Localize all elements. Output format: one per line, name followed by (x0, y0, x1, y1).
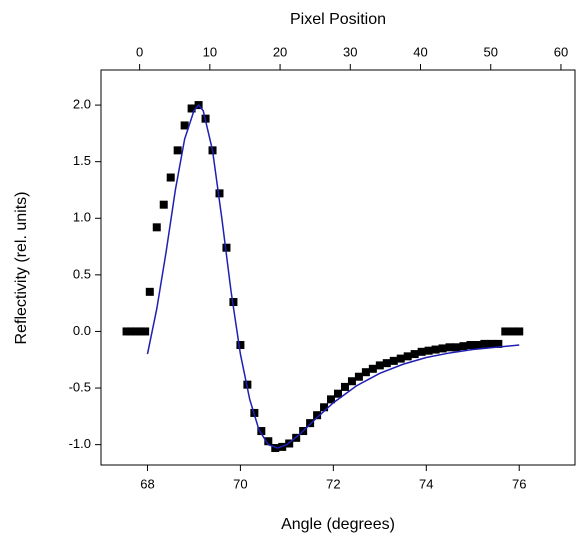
data-point (264, 437, 273, 446)
data-point (375, 361, 384, 370)
data-point (306, 419, 315, 428)
data-point (320, 403, 329, 412)
data-point (136, 327, 145, 336)
data-point (131, 327, 140, 336)
x2-axis-label: Pixel Position (290, 11, 386, 28)
x2-tick-label: 30 (343, 44, 357, 59)
data-point (354, 372, 363, 381)
data-point (396, 354, 405, 363)
y-axis-label: Reflectivity (rel. units) (13, 192, 30, 345)
fit-line (146, 103, 520, 449)
data-point (417, 347, 426, 356)
y-tick-label: 2.0 (73, 97, 91, 112)
data-point (347, 377, 356, 386)
data-point (361, 368, 370, 377)
data-point (445, 343, 454, 352)
x-tick-label: 72 (326, 476, 340, 491)
data-point (334, 389, 342, 398)
data-point (389, 356, 398, 365)
x-tick-label: 68 (140, 476, 154, 491)
data-point (180, 121, 189, 130)
x-tick-label: 76 (512, 476, 526, 491)
data-point (222, 243, 231, 252)
data-point (236, 341, 245, 350)
data-point (340, 382, 349, 391)
y-tick-label: 1.0 (73, 210, 91, 225)
data-point (508, 327, 517, 336)
data-point (501, 327, 510, 336)
data-point (438, 344, 447, 353)
data-point (271, 444, 280, 453)
y-tick-label: -1.0 (69, 436, 91, 451)
plot-frame (100, 69, 576, 466)
data-point (327, 395, 336, 404)
data-point (145, 287, 154, 296)
data-point (141, 327, 150, 336)
data-point (487, 339, 496, 348)
data-point (229, 298, 238, 307)
data-point (473, 341, 482, 350)
data-point (515, 327, 524, 336)
x-tick-label: 70 (233, 476, 247, 491)
data-point (187, 104, 196, 113)
x2-tick-label: 50 (483, 44, 497, 59)
y-tick-label: 1.5 (73, 153, 91, 168)
data-point (494, 339, 503, 348)
data-point (403, 352, 412, 361)
data-point (459, 342, 468, 351)
x2-tick-label: 60 (554, 44, 568, 59)
data-point (452, 343, 461, 352)
data-point (466, 341, 475, 350)
x-tick-label: 74 (419, 476, 433, 491)
x2-tick-label: 20 (273, 44, 287, 59)
data-point (313, 411, 322, 420)
data-point (382, 359, 391, 368)
data-point (152, 223, 161, 232)
x2-tick-label: 40 (413, 44, 427, 59)
data-point (122, 327, 131, 336)
x-axis-label: Angle (degrees) (281, 516, 395, 533)
data-point (257, 427, 266, 436)
data-point (480, 339, 489, 348)
y-tick-label: 0.0 (73, 323, 91, 338)
x2-tick-label: 0 (136, 44, 143, 59)
data-point (424, 346, 433, 355)
y-tick-label: -0.5 (69, 379, 91, 394)
x2-tick-label: 10 (203, 44, 217, 59)
y-tick-label: 0.5 (73, 266, 91, 281)
data-point (431, 345, 440, 354)
data-point (410, 350, 419, 359)
data-point (215, 189, 224, 198)
data-point (127, 327, 136, 336)
data-point (368, 364, 377, 373)
data-point (166, 173, 175, 182)
data-point (159, 200, 168, 209)
data-point (173, 146, 182, 155)
